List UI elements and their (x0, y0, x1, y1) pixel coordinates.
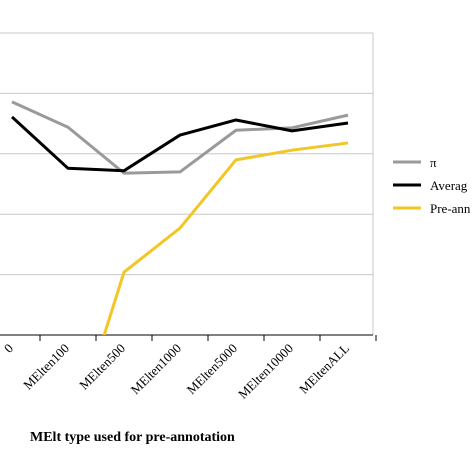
x-tick-label: MElten500 (76, 341, 128, 393)
series-line (11, 100, 349, 175)
x-tick-label: MEltenALL (296, 340, 352, 396)
x-tick-label: MElten1000 (128, 341, 185, 398)
x-axis-title: MElt type used for pre-annotation (30, 430, 235, 445)
x-tick-label: MElten5000 (184, 341, 241, 398)
legend-label: π (430, 155, 437, 170)
series-line (102, 141, 349, 335)
legend-label: Averag (430, 178, 468, 193)
legend-label: Pre-ann (430, 201, 471, 216)
x-tick-label: 0 (1, 341, 16, 356)
x-tick-label: MElten100 (20, 341, 72, 393)
x-tick-label: MElten10000 (235, 341, 296, 402)
series-line (10, 115, 349, 173)
plot-lines (10, 100, 349, 335)
